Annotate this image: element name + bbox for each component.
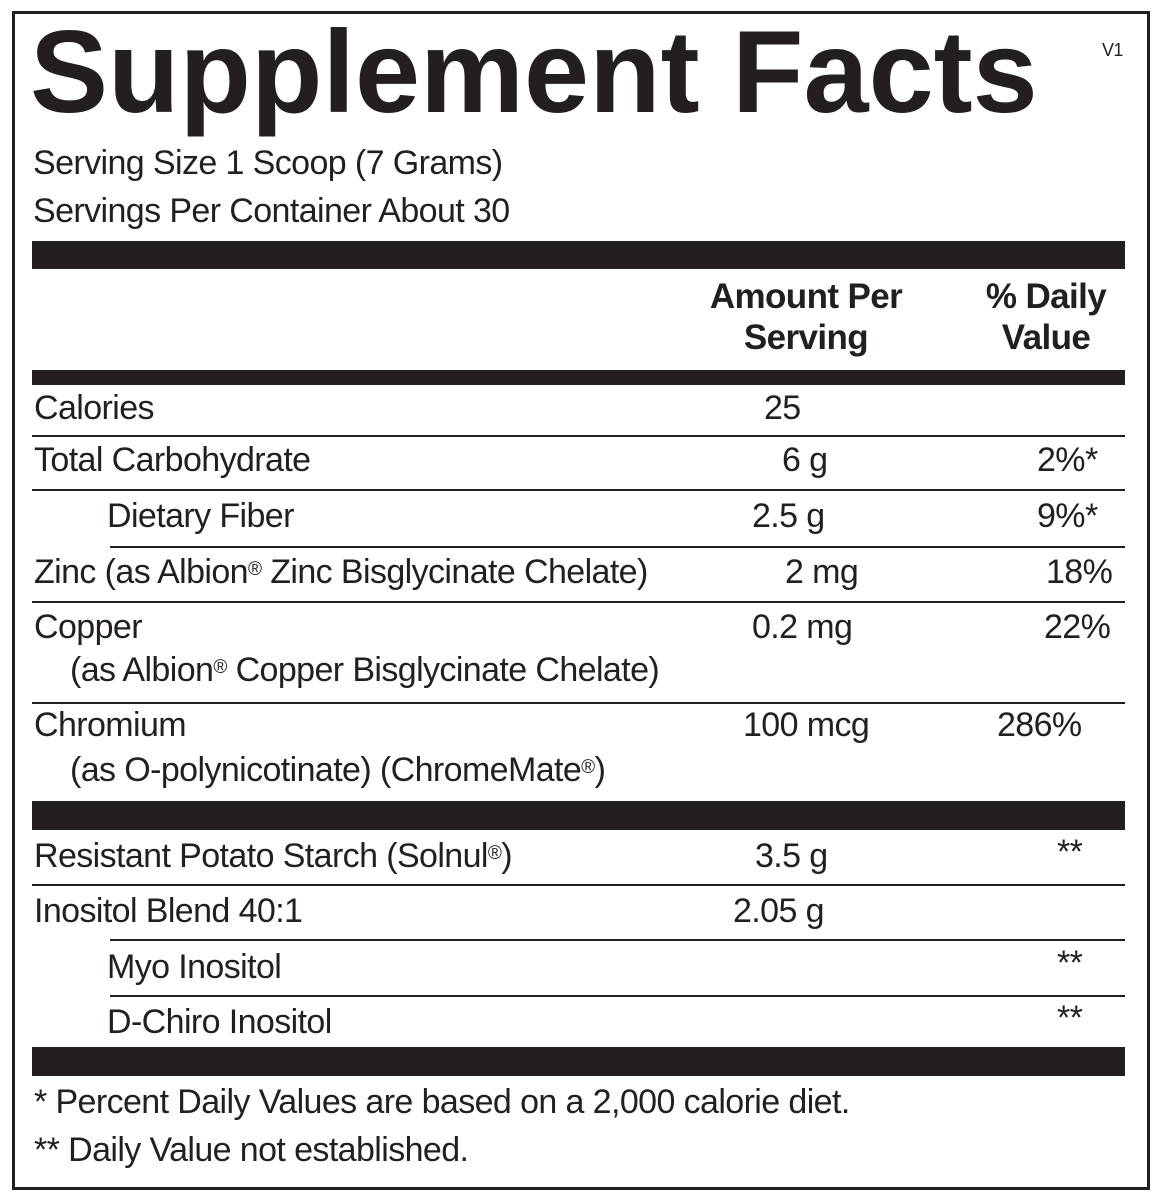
row-amount: 2.5 g [752,497,825,535]
row-dv: ** [1057,833,1083,871]
header-dv-line1: % Daily [985,277,1107,316]
row-sub-text: (as O-polynicotinate) (ChromeMate [70,751,582,789]
row-divider [32,601,1125,603]
row-dv: 18% [1046,553,1113,591]
divider-bar [32,370,1125,385]
registered-mark: ® [487,843,502,864]
row-divider [110,995,1125,997]
header-amount-line1: Amount Per [709,277,903,316]
row-divider [32,489,1125,491]
footnote-not-established: ** Daily Value not established. [34,1131,469,1169]
row-divider [110,939,1125,941]
label-title: Supplement Facts [30,6,1038,137]
row-divider [110,546,1125,548]
row-dv: 286% [997,706,1082,744]
registered-mark: ® [248,559,262,580]
header-daily-value: % Daily Value [966,276,1126,358]
registered-mark: ® [581,757,595,778]
row-name: Dietary Fiber [107,497,294,535]
row-amount: 2.05 g [733,892,825,930]
row-amount: 0.2 mg [752,608,853,646]
divider-bar [32,801,1125,830]
row-name: Zinc (as Albion® Zinc Bisglycinate Chela… [34,552,648,592]
row-subname: (as Albion® Copper Bisglycinate Chelate) [70,650,660,690]
row-sub-text: ) [594,751,606,789]
divider-bar [32,1047,1125,1076]
row-amount: 3.5 g [755,837,828,875]
row-name: Total Carbohydrate [34,441,311,479]
registered-mark: ® [213,657,227,678]
row-dv: ** [1057,944,1083,982]
row-name: Myo Inositol [107,948,282,986]
row-name: Calories [34,389,155,427]
row-dv: 9%* [1037,497,1098,535]
row-name-text: ) [501,837,513,875]
row-name: Inositol Blend 40:1 [34,892,303,930]
serving-size: Serving Size 1 Scoop (7 Grams) [33,144,503,182]
row-dv: 2%* [1037,441,1098,479]
row-name: Copper [34,608,143,646]
footnote-daily-values: * Percent Daily Values are based on a 2,… [34,1083,850,1121]
label-border [12,11,1150,1190]
row-sub-text: (as Albion [70,651,214,689]
row-divider [32,435,1125,437]
row-amount: 25 [764,389,801,427]
row-name-text: Zinc (as Albion [34,553,249,591]
row-dv: ** [1057,999,1083,1037]
row-amount: 2 mg [785,553,859,591]
header-amount: Amount Per Serving [686,276,926,358]
row-name: Chromium [34,706,187,744]
version-tag: V1 [1102,40,1123,60]
header-amount-line2: Serving [743,318,869,357]
row-divider [32,702,1125,704]
row-amount: 6 g [782,441,828,479]
row-divider [32,884,1125,886]
row-name: Resistant Potato Starch (Solnul®) [34,836,513,876]
row-name: D-Chiro Inositol [107,1003,332,1041]
row-name-text: Zinc Bisglycinate Chelate) [261,553,648,591]
servings-per-container: Servings Per Container About 30 [33,192,510,230]
header-dv-line2: Value [1001,318,1091,357]
row-dv: 22% [1044,608,1111,646]
divider-bar [32,241,1125,269]
row-subname: (as O-polynicotinate) (ChromeMate®) [70,750,606,790]
row-name-text: Resistant Potato Starch (Solnul [34,837,488,875]
row-sub-text: Copper Bisglycinate Chelate) [226,651,660,689]
row-amount: 100 mcg [743,706,870,744]
